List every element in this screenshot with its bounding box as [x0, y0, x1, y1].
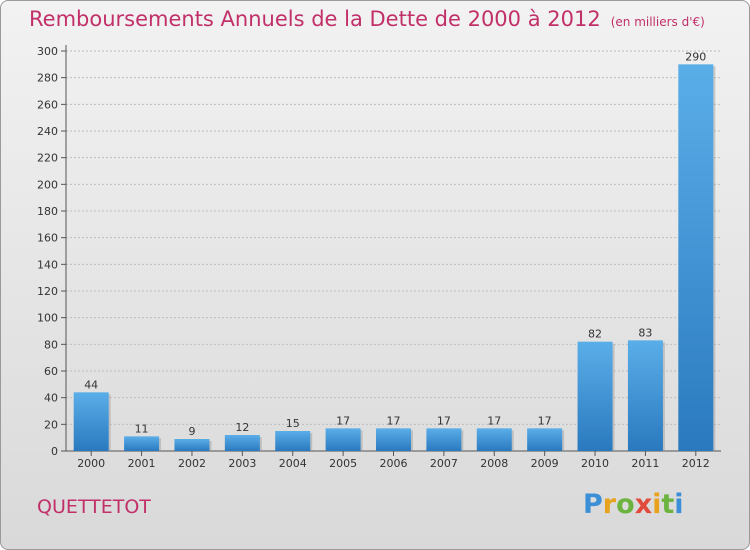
proxiti-logo: Proxiti: [583, 489, 684, 520]
y-tick-label: 20: [44, 418, 58, 431]
x-tick-label: 2000: [77, 457, 105, 470]
bar-value-label: 83: [638, 326, 652, 339]
x-tick-label: 2012: [682, 457, 710, 470]
bar: [577, 341, 613, 451]
y-tick-label: 60: [44, 365, 58, 378]
logo-letter: x: [634, 489, 653, 520]
x-tick-label: 2001: [128, 457, 156, 470]
bar-value-label: 15: [286, 417, 300, 430]
bar: [174, 439, 210, 451]
y-tick-label: 140: [37, 258, 58, 271]
bar: [124, 436, 160, 451]
bar: [527, 428, 563, 451]
x-tick-label: 2002: [178, 457, 206, 470]
y-tick-label: 220: [37, 152, 58, 165]
bar-value-label: 17: [387, 414, 401, 427]
y-tick-label: 0: [51, 445, 58, 458]
y-tick-label: 120: [37, 285, 58, 298]
bar-value-label: 17: [437, 414, 451, 427]
x-tick-label: 2006: [380, 457, 408, 470]
y-tick-label: 280: [37, 72, 58, 85]
y-tick-label: 200: [37, 178, 58, 191]
bar-value-label: 9: [188, 425, 195, 438]
bar-value-label: 17: [538, 414, 552, 427]
bar: [224, 435, 260, 451]
logo-letter: r: [602, 489, 617, 520]
bar-value-label: 17: [336, 414, 350, 427]
axes: 0 20 40 60 80 100 120 140 160 180 200 220 240 260 280 3…: [37, 45, 721, 458]
y-tick-label: 240: [37, 125, 58, 138]
x-tick-label: 2005: [329, 457, 357, 470]
logo-letter: t: [661, 489, 675, 520]
y-tick-label: 100: [37, 312, 58, 325]
x-tick-label: 2003: [228, 457, 256, 470]
bar: [678, 64, 714, 452]
bar: [73, 392, 109, 451]
y-tick-label: 160: [37, 232, 58, 245]
commune-name: QUETTETOT: [37, 496, 151, 518]
logo-letter: o: [616, 489, 635, 520]
x-tick-label: 2004: [279, 457, 307, 470]
grid-lines: [66, 50, 721, 425]
x-tick-label: 2010: [581, 457, 609, 470]
bar: [275, 431, 311, 451]
bar: [476, 428, 512, 451]
bar-value-label: 290: [685, 50, 706, 63]
bar: [627, 340, 663, 451]
x-tick-label: 2007: [430, 457, 458, 470]
y-tick-label: 80: [44, 338, 58, 351]
bar-value-label: 17: [487, 414, 501, 427]
bar: [426, 428, 462, 451]
chart-title: Remboursements Annuels de la Dette de 20…: [29, 7, 705, 31]
bar-value-label: 82: [588, 328, 602, 341]
y-tick-label: 300: [37, 45, 58, 58]
x-tick-label: 2011: [631, 457, 659, 470]
chart-unit: (en milliers d'€): [610, 15, 705, 29]
y-tick-label: 40: [44, 392, 58, 405]
bar-value-label: 11: [135, 422, 149, 435]
bars: [73, 64, 716, 452]
labels: 44 2000 11 2001 9 2002 12 2003 15 2004 17 2005 17 200…: [77, 50, 710, 470]
bar-value-label: 44: [84, 378, 98, 391]
y-tick-label: 260: [37, 98, 58, 111]
bar: [325, 428, 361, 451]
logo-letter: i: [652, 489, 662, 520]
y-tick-label: 180: [37, 205, 58, 218]
logo-letter: P: [583, 489, 603, 520]
chart-title-text: Remboursements Annuels de la Dette de 20…: [29, 7, 601, 31]
bar-value-label: 12: [235, 421, 249, 434]
x-tick-label: 2009: [531, 457, 559, 470]
x-tick-label: 2008: [480, 457, 508, 470]
logo-letter: i: [674, 489, 684, 520]
bar: [376, 428, 411, 451]
